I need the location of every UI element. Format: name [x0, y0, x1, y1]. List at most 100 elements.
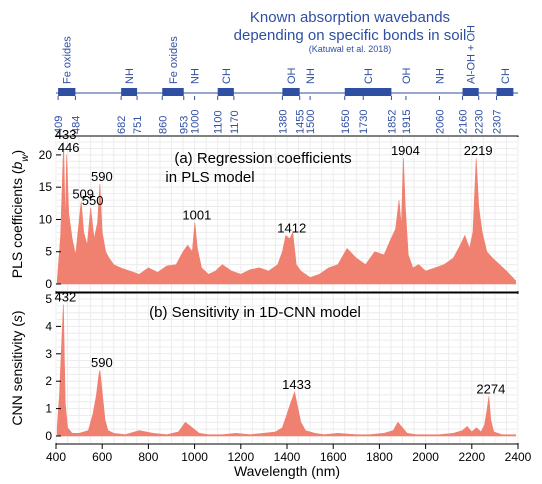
band-bond-label: NH — [124, 68, 136, 84]
x-axis-label: Wavelength (nm) — [234, 463, 340, 479]
panel-a-ylabel: PLS coefficients (bw) — [9, 150, 31, 278]
peak-label: 1001 — [182, 208, 211, 223]
band-bond-label: Fe oxides — [168, 36, 180, 84]
band-wavelength-label: 1500 — [305, 110, 317, 134]
band-bar — [58, 88, 76, 96]
y-tick-label: 4 — [45, 319, 52, 333]
cnn-sensitivity-panel: 0 1 2 3 4 5 432 590 1433 2274 400 600 800 1000 1200 1… — [9, 289, 532, 479]
peak-label: 509 — [72, 186, 94, 201]
peak-label: 550 — [82, 193, 104, 208]
band-bond-label: NH — [190, 68, 202, 84]
panel-b-title: (b) Sensitivity in 1D-CNN model — [149, 304, 361, 321]
x-tick-label: 1400 — [274, 450, 301, 464]
y-tick-label: 2 — [45, 374, 52, 388]
panel-a-yticks: 0 5 10 15 20 — [39, 148, 61, 291]
y-tick-label: 15 — [39, 180, 53, 194]
panel-a-plot — [56, 141, 516, 285]
y-tick-label: 5 — [45, 245, 52, 259]
band-wavelength-label: 860 — [157, 116, 169, 134]
band-bar — [121, 88, 138, 96]
x-tick-label: 800 — [138, 450, 158, 464]
band-wavelength-label: 1730 — [358, 110, 370, 134]
peak-label: 433 — [55, 127, 77, 142]
band-wavelength-label: 1000 — [190, 110, 202, 134]
band-bond-label: NH — [434, 68, 446, 84]
y-tick-label: 3 — [45, 347, 52, 361]
panel-b-ylabel-main: CNN sensitivity ( — [9, 322, 25, 426]
band-bond-label: OH — [401, 67, 413, 84]
y-tick-label: 5 — [45, 292, 52, 306]
peak-label: 590 — [91, 355, 113, 370]
band-wavelength-label: 1100 — [213, 110, 225, 134]
panel-b-plot — [56, 304, 516, 437]
pls-series-area — [56, 141, 516, 285]
band-bar — [462, 88, 479, 96]
bands-title-line1: Known absorption wavebands — [250, 9, 450, 26]
peak-label: 2219 — [464, 143, 493, 158]
peak-label: 432 — [55, 289, 77, 304]
peak-label: 1433 — [282, 377, 311, 392]
y-tick-label: 20 — [39, 148, 53, 162]
band-wavelength-label: 2060 — [434, 110, 446, 134]
band-bar — [344, 88, 392, 96]
band-bond-label: OH — [286, 67, 298, 84]
panel-a-ylabel-close: ) — [9, 150, 25, 155]
x-tick-label: 2200 — [458, 450, 485, 464]
panel-b-grid — [55, 294, 519, 443]
panel-a-title-line1: (a) Regression coefficients — [174, 150, 351, 167]
panel-b-yticks: 0 1 2 3 4 5 — [45, 292, 61, 443]
band-wavelength-label: 1455 — [295, 110, 307, 134]
band-bond-label: NH — [305, 68, 317, 84]
x-tick-label: 1000 — [181, 450, 208, 464]
peak-label: 590 — [91, 169, 113, 184]
band-bar — [162, 88, 184, 96]
band-wavelength-label: 2230 — [474, 110, 486, 134]
peak-label: 446 — [58, 140, 80, 155]
band-wavelength-label: 409 — [53, 116, 65, 134]
bands-title-line2: depending on specific bonds in soil — [234, 27, 467, 44]
cnn-series-area — [56, 304, 516, 437]
peak-label: 1904 — [391, 143, 420, 158]
band-bar — [217, 88, 234, 96]
band-bond-label: CH — [363, 68, 375, 84]
x-tick-label: 1600 — [320, 450, 347, 464]
y-tick-label: 1 — [45, 402, 52, 416]
x-tick-label: 600 — [92, 450, 112, 464]
panel-a-ylabel-sub: w — [20, 154, 31, 162]
panel-b-annotations: 432 590 1433 2274 — [55, 289, 506, 396]
band-wavelength-label: 751 — [132, 116, 144, 134]
bands-citation: (Katuwal et al. 2018) — [309, 44, 392, 54]
band-wavelength-label: 2307 — [492, 110, 504, 134]
x-tick-label: 1800 — [366, 450, 393, 464]
absorption-bands-header: Known absorption wavebands depending on … — [53, 9, 518, 134]
bands-layer: Fe oxides 409 484 NH 682 751 Fe oxides 860 953 NH… — [53, 25, 514, 134]
panel-b-xticks: 400 600 800 1000 1200 1400 1600 1800 2000 2200 240… — [46, 444, 532, 464]
y-tick-label: 0 — [45, 277, 52, 291]
panel-a-title-line2: in PLS model — [165, 169, 254, 186]
panel-b-ylabel-italic: s — [9, 315, 25, 322]
band-wavelength-label: 682 — [116, 116, 128, 134]
band-wavelength-label: 953 — [179, 116, 191, 134]
panel-a-ylabel-italic: b — [9, 162, 25, 170]
band-wavelength-label: 1380 — [277, 110, 289, 134]
band-wavelength-label: 2160 — [458, 110, 470, 134]
panel-b-ylabel-close: ) — [9, 310, 25, 315]
band-bar — [282, 88, 300, 96]
x-tick-label: 400 — [46, 450, 66, 464]
y-tick-label: 0 — [45, 429, 52, 443]
peak-label: 2274 — [476, 381, 505, 396]
x-tick-label: 2400 — [505, 450, 532, 464]
band-wavelength-label: 1915 — [401, 110, 413, 134]
band-bond-label: Al-OH + OH — [466, 25, 478, 84]
band-wavelength-label: 1852 — [386, 110, 398, 134]
band-bond-label: CH — [221, 68, 233, 84]
band-wavelength-label: 1170 — [229, 110, 241, 134]
band-bond-label: Fe oxides — [62, 36, 74, 84]
band-wavelength-label: 1650 — [340, 110, 352, 134]
y-tick-label: 10 — [39, 212, 53, 226]
band-wavelength-label: 484 — [70, 116, 82, 134]
panel-b-ylabel: CNN sensitivity (s) — [9, 310, 25, 425]
